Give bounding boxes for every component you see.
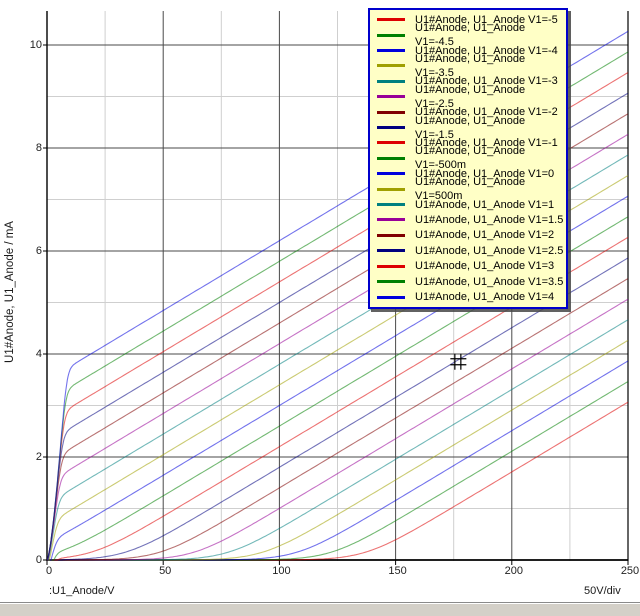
legend-entry[interactable]: U1#Anode, U1_Anode V1=1 xyxy=(370,197,566,212)
legend-swatch xyxy=(377,141,405,145)
legend-label: U1#Anode, U1_Anode V1=-4.5 xyxy=(415,22,526,49)
legend-swatch xyxy=(377,280,405,284)
legend-entry[interactable]: U1#Anode, U1_Anode V1=0 xyxy=(370,166,566,181)
legend-entry[interactable]: U1#Anode, U1_Anode V1=500m xyxy=(370,176,566,202)
legend-label: U1#Anode, U1_Anode V1=4 xyxy=(415,291,555,304)
legend-label: U1#Anode, U1_Anode V1=1.5 xyxy=(415,213,564,226)
legend-label: U1#Anode, U1_Anode V1=-3 xyxy=(415,75,558,88)
legend-swatch xyxy=(377,218,405,222)
legend-swatch xyxy=(377,79,405,83)
legend-entry[interactable]: U1#Anode, U1_Anode V1=2.5 xyxy=(370,243,566,258)
legend-label: U1#Anode, U1_Anode V1=-4 xyxy=(415,44,558,57)
legend-entry[interactable]: U1#Anode, U1_Anode V1=-1.5 xyxy=(370,115,566,141)
y-tick-label: 10 xyxy=(29,39,42,51)
y-tick-label: 8 xyxy=(35,142,42,154)
legend-entry[interactable]: U1#Anode, U1_Anode V1=3.5 xyxy=(370,274,566,289)
legend-swatch xyxy=(377,33,405,37)
legend-swatch xyxy=(377,95,405,99)
legend-entry[interactable]: U1#Anode, U1_Anode V1=1.5 xyxy=(370,212,566,227)
legend-swatch xyxy=(377,64,405,68)
legend-entry[interactable]: U1#Anode, U1_Anode V1=-500m xyxy=(370,145,566,171)
statusbar-top-edge xyxy=(0,602,640,603)
legend-entry[interactable]: U1#Anode, U1_Anode V1=-4 xyxy=(370,43,566,58)
statusbar xyxy=(0,604,640,616)
legend-label: U1#Anode, U1_Anode V1=2.5 xyxy=(415,244,564,257)
legend-label: U1#Anode, U1_Anode V1=-3.5 xyxy=(415,52,526,79)
x-tick-label: 200 xyxy=(504,565,523,577)
x-tick-label: 100 xyxy=(272,565,291,577)
legend-box[interactable]: U1#Anode, U1_Anode V1=-5 U1#Anode, U1_Ano… xyxy=(368,8,568,309)
legend-swatch xyxy=(377,156,405,160)
curve--2[interactable] xyxy=(47,278,628,561)
curve--1.5[interactable] xyxy=(47,257,628,561)
legend-label: U1#Anode, U1_Anode V1=1 xyxy=(415,198,555,211)
legend-swatch xyxy=(377,187,405,191)
legend-swatch xyxy=(377,110,405,114)
x-tick-label: 250 xyxy=(620,565,640,577)
y-tick-label: 2 xyxy=(35,451,42,463)
y-tick-label: 0 xyxy=(35,554,42,566)
legend-swatch xyxy=(377,295,405,299)
legend-entry[interactable]: U1#Anode, U1_Anode V1=-4.5 xyxy=(370,22,566,48)
legend-entry[interactable]: U1#Anode, U1_Anode V1=-3 xyxy=(370,74,566,89)
legend-swatch xyxy=(377,203,405,207)
legend-swatch xyxy=(377,249,405,253)
legend-swatch xyxy=(377,264,405,268)
legend-label: U1#Anode, U1_Anode V1=-1 xyxy=(415,136,558,149)
legend-entry[interactable]: U1#Anode, U1_Anode V1=3 xyxy=(370,259,566,274)
legend-entry[interactable]: U1#Anode, U1_Anode V1=-2.5 xyxy=(370,84,566,110)
legend-label: U1#Anode, U1_Anode V1=3.5 xyxy=(415,275,564,288)
legend-label: U1#Anode, U1_Anode V1=-500m xyxy=(415,145,526,172)
y-axis-title: U1#Anode, U1_Anode / mA xyxy=(4,221,16,363)
y-tick-label: 6 xyxy=(35,245,42,257)
curve--1[interactable] xyxy=(47,236,628,561)
legend-entry[interactable]: U1#Anode, U1_Anode V1=-1 xyxy=(370,135,566,150)
legend-label: U1#Anode, U1_Anode V1=2 xyxy=(415,229,555,242)
legend-label: U1#Anode, U1_Anode V1=-5 xyxy=(415,13,558,26)
legend-label: U1#Anode, U1_Anode V1=500m xyxy=(415,176,526,203)
legend-entry[interactable]: U1#Anode, U1_Anode V1=4 xyxy=(370,290,566,305)
legend-entry[interactable]: U1#Anode, U1_Anode V1=2 xyxy=(370,228,566,243)
legend-swatch xyxy=(377,49,405,53)
x-tick-label: 0 xyxy=(45,565,53,577)
statusbar-highlight xyxy=(0,603,640,604)
legend-entry[interactable]: U1#Anode, U1_Anode V1=-2 xyxy=(370,105,566,120)
legend-entry[interactable]: U1#Anode, U1_Anode V1=-3.5 xyxy=(370,53,566,79)
y-tick-label: 4 xyxy=(35,348,42,360)
legend-label: U1#Anode, U1_Anode V1=0 xyxy=(415,167,555,180)
legend-swatch xyxy=(377,18,405,22)
legend-label: U1#Anode, U1_Anode V1=-1.5 xyxy=(415,114,526,141)
x-axis-title: :U1_Anode/V xyxy=(49,585,115,597)
x-tick-label: 150 xyxy=(388,565,407,577)
x-scale-per-div-label: 50V/div xyxy=(584,585,621,597)
legend-swatch xyxy=(377,126,405,130)
legend-swatch xyxy=(377,233,405,237)
legend-label: U1#Anode, U1_Anode V1=-2.5 xyxy=(415,83,526,110)
x-tick-label: 50 xyxy=(159,565,172,577)
legend-entry[interactable]: U1#Anode, U1_Anode V1=-5 xyxy=(370,12,566,27)
legend-label: U1#Anode, U1_Anode V1=-2 xyxy=(415,106,558,119)
legend-swatch xyxy=(377,172,405,176)
crosshair-cursor[interactable] xyxy=(450,353,467,370)
legend-label: U1#Anode, U1_Anode V1=3 xyxy=(415,260,555,273)
